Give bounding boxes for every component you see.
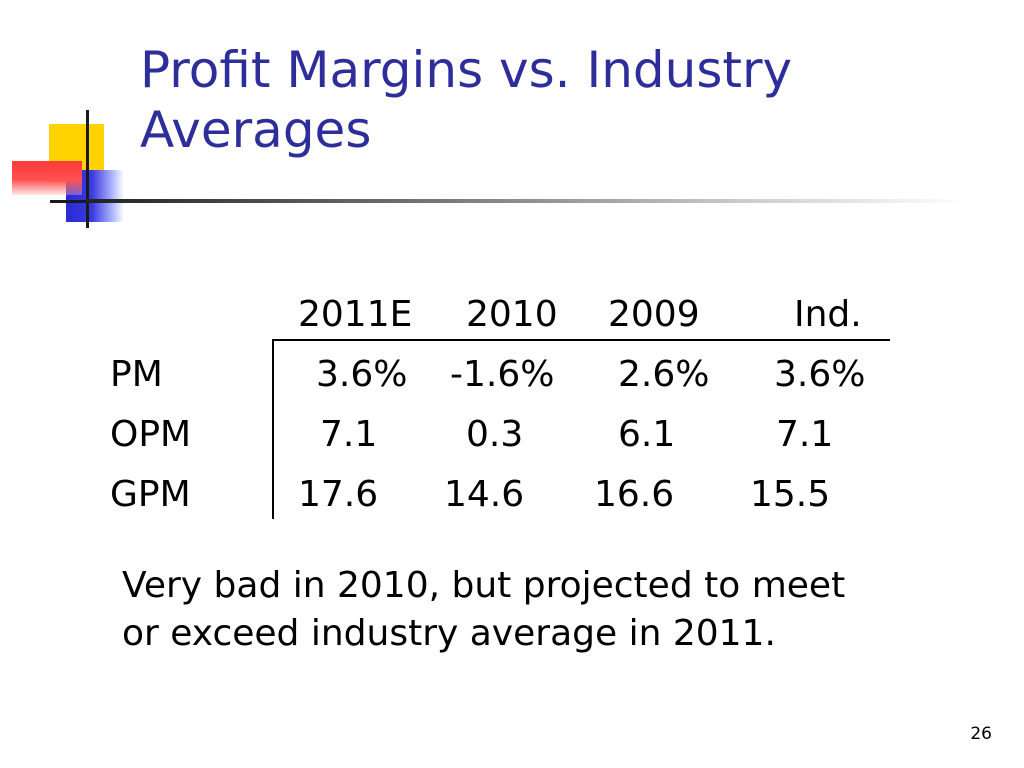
table-cell: 3.6% <box>316 354 408 395</box>
title-line-2: Averages <box>140 101 372 159</box>
table-cell: 7.1 <box>776 414 834 455</box>
title-line-1: Profit Margins vs. Industry <box>140 41 793 99</box>
conclusion-note: Very bad in 2010, but projected to meet … <box>122 565 846 654</box>
table-cell: 14.6 <box>444 474 525 515</box>
title-underline-rule <box>86 199 966 203</box>
slide-title: Profit Margins vs. Industry Averages <box>140 40 1000 160</box>
table-cell: 0.3 <box>466 414 524 455</box>
row-label-opm: OPM <box>110 414 192 455</box>
logo-vertical-line <box>86 110 89 228</box>
table-cell: 7.1 <box>320 414 378 455</box>
table-header-rule <box>272 339 890 341</box>
row-label-gpm: GPM <box>110 474 191 515</box>
page-number: 26 <box>970 724 992 744</box>
table-cell: 15.5 <box>750 474 831 515</box>
table-cell: 16.6 <box>594 474 675 515</box>
column-header-ind: Ind. <box>794 294 862 335</box>
column-header-2009: 2009 <box>608 294 700 335</box>
table-cell: -1.6% <box>450 354 555 395</box>
decorative-logo <box>0 0 160 240</box>
table-cell: 17.6 <box>298 474 379 515</box>
table-cell: 2.6% <box>618 354 710 395</box>
red-square-shape <box>12 161 82 195</box>
row-label-pm: PM <box>110 354 163 395</box>
table-cell: 3.6% <box>774 354 866 395</box>
column-header-2010: 2010 <box>466 294 558 335</box>
table-cell: 6.1 <box>618 414 676 455</box>
column-header-2011e: 2011E <box>298 294 413 335</box>
table-label-rule <box>272 339 274 519</box>
